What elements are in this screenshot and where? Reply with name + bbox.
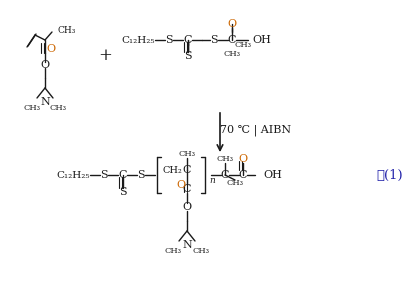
Text: CH₃: CH₃	[178, 150, 196, 158]
Text: C: C	[228, 35, 236, 45]
Text: CH₃: CH₃	[165, 247, 181, 255]
Text: CH₃: CH₃	[217, 155, 233, 163]
Text: C₁₂H₂₅: C₁₂H₂₅	[122, 36, 155, 44]
Text: N: N	[182, 240, 192, 250]
Text: CH₃: CH₃	[57, 26, 75, 34]
Text: C: C	[221, 170, 229, 180]
Text: O: O	[182, 202, 191, 212]
Text: CH₃: CH₃	[235, 41, 251, 49]
Text: C₁₂H₂₅: C₁₂H₂₅	[57, 171, 90, 180]
Text: CH₃: CH₃	[223, 50, 241, 58]
Text: O: O	[41, 60, 49, 70]
Text: S: S	[119, 187, 127, 197]
Text: CH₃: CH₃	[192, 247, 210, 255]
Text: C: C	[239, 170, 247, 180]
Text: C: C	[183, 165, 191, 175]
Text: OH: OH	[252, 35, 271, 45]
Text: S: S	[210, 35, 218, 45]
Text: CH₃: CH₃	[227, 179, 243, 187]
Text: S: S	[100, 170, 108, 180]
Text: S: S	[165, 35, 173, 45]
Text: CH₃: CH₃	[49, 104, 67, 112]
Text: OH: OH	[263, 170, 282, 180]
Text: C: C	[183, 184, 191, 194]
Text: N: N	[40, 97, 50, 107]
Text: C: C	[119, 170, 127, 180]
Text: O: O	[47, 44, 56, 54]
Text: 70 ℃ | AIBN: 70 ℃ | AIBN	[220, 124, 291, 136]
Text: O: O	[176, 180, 186, 190]
Text: O: O	[238, 154, 248, 164]
Text: C: C	[184, 35, 192, 45]
Text: +: +	[98, 46, 112, 64]
Text: O: O	[228, 19, 237, 29]
Text: CH₂: CH₂	[162, 166, 182, 175]
Text: 式(1): 式(1)	[377, 168, 403, 181]
Text: CH₃: CH₃	[23, 104, 41, 112]
Text: n: n	[209, 176, 215, 185]
Text: S: S	[137, 170, 145, 180]
Text: S: S	[184, 51, 192, 61]
